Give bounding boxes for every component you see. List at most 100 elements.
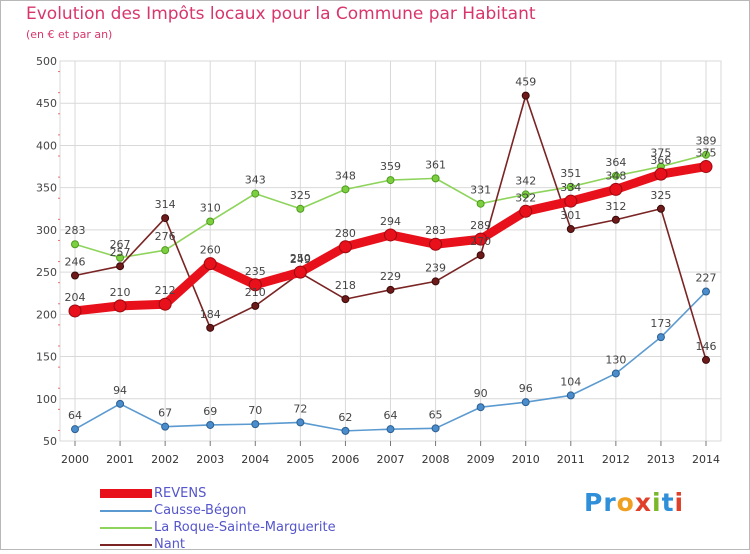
logo-letter: P [584,488,604,517]
y-tick-label: 200 [36,308,57,321]
data-label: 351 [560,167,581,180]
chart-subtitle: (en € et par an) [26,28,113,41]
data-point [161,422,170,431]
legend-label: Causse-Bégon [154,503,247,518]
data-point [158,297,172,311]
data-point [611,171,620,180]
data-label: 375 [696,147,717,160]
data-label: 280 [335,227,356,240]
data-label: 283 [65,224,86,237]
data-point [384,228,397,242]
x-tick-label: 2003 [196,453,224,466]
data-label: 90 [474,387,488,400]
y-tick-label: 450 [36,97,57,110]
data-point [431,174,440,183]
data-point [519,204,533,218]
data-point [566,225,575,234]
x-tick-label: 2006 [331,453,359,466]
data-point [68,304,82,318]
data-label: 218 [335,279,356,292]
data-point [702,355,710,364]
x-tick-label: 2001 [106,453,134,466]
data-label: 96 [519,382,533,395]
y-tick-label: 500 [36,55,57,68]
data-label: 331 [470,184,491,197]
data-label: 343 [245,174,266,187]
data-point [386,285,395,294]
data-point [702,150,710,159]
data-label: 235 [245,265,266,278]
data-label: 325 [290,189,311,202]
data-point [296,418,305,427]
data-label: 334 [560,181,581,194]
data-label: 130 [605,353,626,366]
data-label: 94 [113,384,127,397]
legend-label: REVENS [154,486,207,501]
data-point [476,199,485,208]
x-tick-label: 2010 [512,453,540,466]
data-label: 359 [380,160,401,173]
data-point [521,91,530,100]
data-label: 184 [200,308,221,321]
data-label: 459 [515,76,536,89]
data-point [113,299,127,313]
logo-letter: r [603,488,617,517]
data-label: 294 [380,215,401,228]
data-point [116,262,125,271]
data-label: 289 [470,219,491,232]
data-point [296,204,305,213]
data-label: 69 [203,405,217,418]
data-point [206,217,215,226]
logo-letter: t [661,488,675,517]
data-point [566,182,575,191]
data-point [161,214,170,223]
data-label: 267 [110,238,131,251]
x-tick-label: 2012 [602,453,630,466]
data-point [656,204,665,213]
data-label: 210 [245,286,266,299]
data-label: 301 [560,209,581,222]
data-point [203,257,217,271]
x-tick-label: 2008 [422,453,450,466]
data-label: 65 [429,408,443,421]
x-tick-label: 2004 [241,453,269,466]
y-tick-label: 300 [36,224,57,237]
x-tick-label: 2011 [557,453,585,466]
data-point [338,240,352,254]
legend-label: Nant [154,537,186,552]
data-label: 314 [155,198,176,211]
data-label: 64 [68,409,82,422]
legend-swatch [100,527,152,529]
data-point [476,251,485,260]
data-point [521,398,530,407]
data-label: 310 [200,201,221,214]
data-point [476,403,485,412]
x-tick-label: 2005 [286,453,314,466]
data-label: 146 [696,340,717,353]
logo-letter: o [616,488,635,517]
data-point [429,237,443,251]
data-label: 70 [248,404,262,417]
data-label: 246 [65,255,86,268]
data-label: 227 [696,272,717,285]
data-point [116,253,125,262]
data-label: 64 [384,409,398,422]
data-label: 375 [650,147,671,160]
series-la-roque-sainte-marguerite [71,150,710,262]
data-label: 212 [155,284,176,297]
data-point [564,194,578,208]
data-point [431,277,440,286]
x-tick-label: 2009 [467,453,495,466]
y-tick-label: 350 [36,182,57,195]
data-label: 312 [605,200,626,213]
data-label: 283 [425,224,446,237]
data-label: 257 [110,246,131,259]
data-label: 249 [290,253,311,266]
data-point [386,425,395,434]
data-label: 229 [380,270,401,283]
y-tick-label: 100 [36,393,57,406]
data-label: 389 [696,135,717,148]
series-causse-b-gon [71,287,710,435]
x-tick-label: 2007 [377,453,405,466]
